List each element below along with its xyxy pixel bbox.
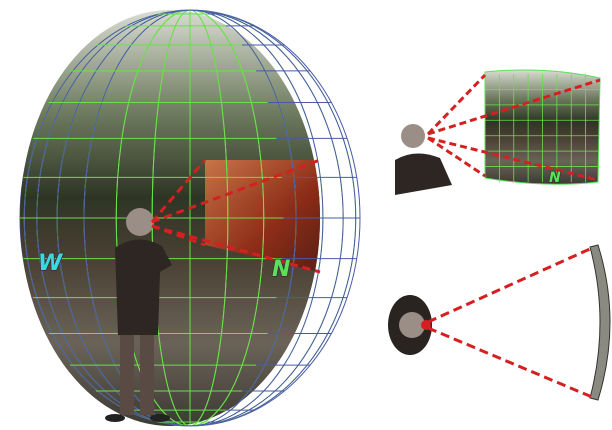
west-label: W [38, 251, 64, 276]
sphere-grid [20, 10, 360, 426]
north-label: N [272, 257, 290, 282]
perspective-panel: N [395, 69, 601, 195]
panel-north-label: N [549, 170, 561, 186]
view-lines [150, 158, 321, 274]
sphere [19, 9, 361, 427]
view-region [205, 160, 320, 272]
person [105, 208, 172, 422]
top-view [388, 244, 611, 401]
